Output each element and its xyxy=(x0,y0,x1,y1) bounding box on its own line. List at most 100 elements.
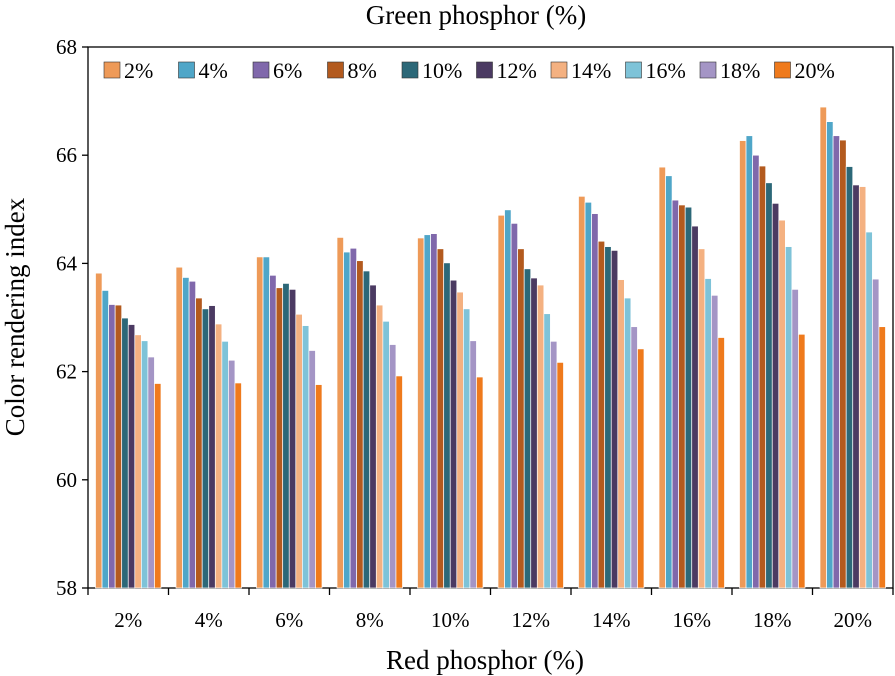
bar xyxy=(262,256,270,589)
y-axis-title: Color rendering index xyxy=(0,197,30,436)
bar xyxy=(771,202,780,589)
bar xyxy=(302,325,310,589)
bar xyxy=(630,326,638,589)
bar xyxy=(684,206,693,589)
bar xyxy=(556,362,564,589)
bar xyxy=(147,356,155,589)
bar xyxy=(665,175,673,589)
bar xyxy=(430,233,438,589)
legend-swatch xyxy=(625,61,642,79)
bar xyxy=(121,317,129,589)
x-tick-label: 14% xyxy=(592,608,631,632)
x-tick-label: 12% xyxy=(512,608,551,632)
bar xyxy=(436,248,445,589)
y-tick-label: 68 xyxy=(56,35,77,59)
bar xyxy=(228,359,236,589)
bar xyxy=(758,165,767,589)
plot-area: 58 60 62 64 66 68 2% 4% 6% 8% 10% 12% 14% 16% 18% 20% xyxy=(56,35,894,632)
legend-swatch xyxy=(774,61,791,79)
bar xyxy=(530,277,538,589)
bar xyxy=(449,279,458,589)
bar xyxy=(343,251,351,589)
bar xyxy=(382,320,390,589)
bar xyxy=(739,140,747,589)
bar xyxy=(101,290,109,589)
x-tick-label: 4% xyxy=(195,608,223,632)
bar xyxy=(784,246,793,589)
bar xyxy=(597,240,606,589)
bar xyxy=(154,383,162,589)
y-tick-label: 64 xyxy=(56,251,78,275)
bar xyxy=(865,231,873,589)
bar xyxy=(717,337,725,589)
legend-swatch xyxy=(401,61,419,79)
bar xyxy=(691,225,699,589)
legend-label: 2% xyxy=(124,58,153,83)
bar xyxy=(315,384,323,589)
bar xyxy=(288,289,297,589)
bar xyxy=(604,246,612,589)
legend: 2% 4% 6% 8% 10% 12% 14% 16% 18% 20% xyxy=(103,58,835,83)
bar xyxy=(114,304,123,589)
bar xyxy=(195,297,203,589)
bar xyxy=(617,279,625,589)
bar xyxy=(127,324,136,589)
bar xyxy=(423,234,431,589)
legend-label: 4% xyxy=(199,58,228,83)
bar xyxy=(95,272,103,589)
legend-swatch xyxy=(103,61,121,79)
bar xyxy=(839,139,847,589)
bar xyxy=(308,350,316,589)
chart-title: Green phosphor (%) xyxy=(366,0,586,30)
bar xyxy=(134,334,142,589)
bar xyxy=(362,270,371,589)
legend-label: 8% xyxy=(348,58,377,83)
bar xyxy=(443,262,451,589)
x-tick-label: 10% xyxy=(431,608,470,632)
bar xyxy=(610,250,619,589)
bar xyxy=(336,237,344,589)
bar xyxy=(678,204,686,589)
bar xyxy=(208,305,216,589)
x-tick-label: 6% xyxy=(275,608,303,632)
legend-label: 6% xyxy=(273,58,302,83)
bar xyxy=(234,382,242,589)
bar xyxy=(798,333,806,589)
bar xyxy=(845,166,854,589)
legend-swatch xyxy=(476,61,493,79)
bar xyxy=(476,376,484,589)
bar xyxy=(878,326,886,589)
bar xyxy=(214,323,223,589)
x-tick-label: 16% xyxy=(673,608,712,632)
bar xyxy=(504,209,512,589)
bar xyxy=(584,201,592,589)
y-tick-label: 62 xyxy=(56,360,77,384)
bar xyxy=(711,294,719,589)
bar xyxy=(269,274,277,589)
bar xyxy=(188,280,197,589)
legend-label: 18% xyxy=(720,58,760,83)
bar xyxy=(349,247,358,589)
bar xyxy=(578,195,586,589)
bar xyxy=(108,304,116,589)
bar xyxy=(819,106,827,589)
bar xyxy=(221,340,229,589)
bar xyxy=(826,121,834,589)
bar xyxy=(543,313,551,589)
bar xyxy=(201,308,210,589)
bar xyxy=(141,340,149,589)
legend-label: 16% xyxy=(646,58,686,83)
bar xyxy=(591,213,599,589)
legend-label: 12% xyxy=(497,58,537,83)
bar xyxy=(872,278,880,589)
bar xyxy=(256,256,264,589)
bar xyxy=(704,278,712,589)
bar xyxy=(658,166,666,589)
bar xyxy=(395,375,403,589)
bar xyxy=(463,308,471,589)
bar xyxy=(282,283,290,589)
bar xyxy=(858,186,867,589)
bar xyxy=(356,260,364,589)
bar xyxy=(369,284,377,589)
y-tick-label: 58 xyxy=(56,576,77,600)
